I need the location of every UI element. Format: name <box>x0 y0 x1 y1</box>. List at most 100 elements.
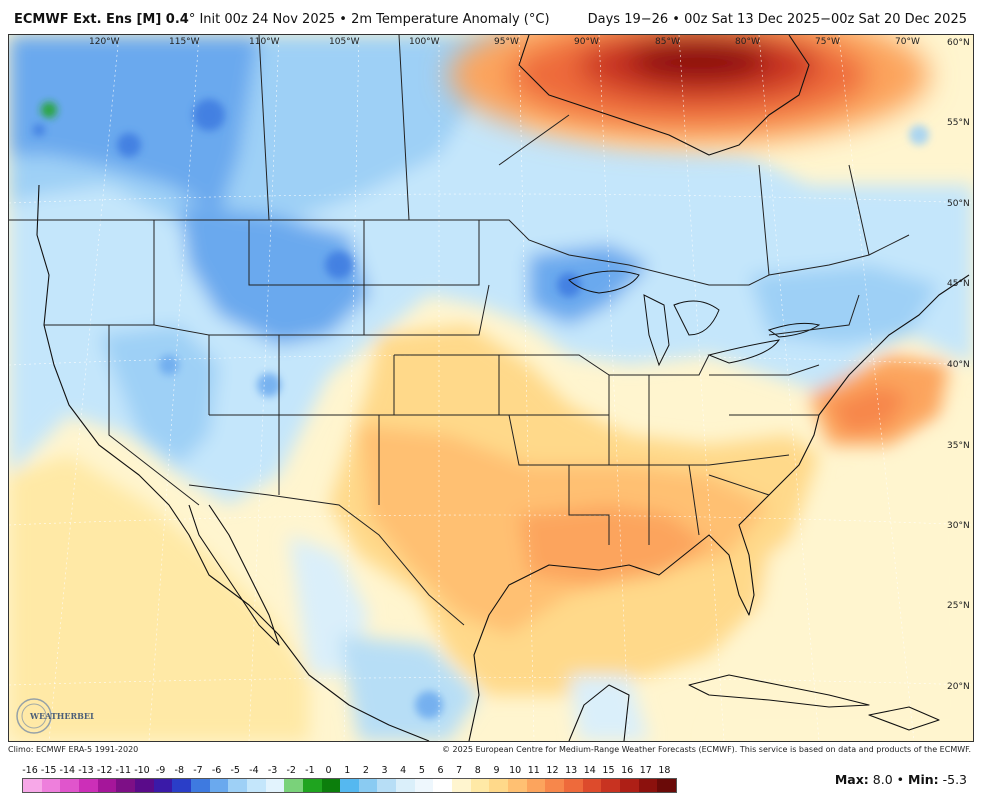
colorbar-label: -4 <box>249 765 259 776</box>
climo-note: Climo: ECMWF ERA-5 1991-2020 <box>8 745 139 754</box>
colorbar-label: -1 <box>305 765 315 776</box>
colorbar-label: -3 <box>267 765 278 776</box>
latitude-labels: 60°N 55°N 50°N 45°N 40°N 35°N 30°N 25°N … <box>947 38 970 692</box>
max-label: Max: <box>834 772 869 787</box>
min-value: -5.3 <box>942 772 967 787</box>
colorbar-label: -11 <box>115 765 132 776</box>
lon-label: 115°W <box>169 37 200 47</box>
colorbar-label: 9 <box>493 765 500 776</box>
colorbar-swatch <box>470 779 490 792</box>
great-lakes <box>568 270 821 367</box>
colorbar-label: 13 <box>565 765 578 776</box>
colorbar-label: 0 <box>325 765 332 776</box>
lat-label: 25°N <box>947 601 970 611</box>
variable-name: 2m Temperature Anomaly (°C) <box>351 12 550 27</box>
hudson-bay-warm-core <box>449 35 929 145</box>
lon-label: 110°W <box>249 37 280 47</box>
colorbar-label: 6 <box>437 765 444 776</box>
colorbar-label: -5 <box>230 765 240 776</box>
colorbar-swatch <box>564 779 583 792</box>
header: ECMWF Ext. Ens [M] 0.4° Init 00z 24 Nov … <box>0 0 983 34</box>
colorbar-swatch <box>508 779 527 792</box>
colorbar-label: -10 <box>134 765 150 776</box>
model-name: ECMWF Ext. Ens [M] 0.4 <box>14 12 189 27</box>
colorbar-label: -2 <box>286 765 296 776</box>
map-canvas: 120°W 115°W 110°W 105°W 100°W 95°W 90°W … <box>9 35 973 741</box>
lon-label: 70°W <box>895 37 920 47</box>
colorbar-swatch <box>153 779 173 792</box>
longitude-labels: 120°W 115°W 110°W 105°W 100°W 95°W 90°W … <box>89 37 920 47</box>
lat-label: 35°N <box>947 441 970 451</box>
init-time: Init 00z 24 Nov 2025 <box>199 12 336 27</box>
colorbar-label: -14 <box>59 765 76 776</box>
lon-label: 95°W <box>494 37 519 47</box>
lat-label: 55°N <box>947 118 970 128</box>
colorbar-label: 15 <box>602 765 615 776</box>
colorbar-label: 7 <box>456 765 463 776</box>
colorbar-swatch <box>284 779 303 792</box>
coastlines <box>36 35 970 741</box>
max-value: 8.0 <box>872 772 893 787</box>
colorbar-label: 14 <box>583 765 596 776</box>
stats-separator: • <box>896 772 905 787</box>
lon-label: 85°W <box>655 37 680 47</box>
weatherbell-logo-mark: WEATHERBELL <box>16 698 102 734</box>
lat-label: 45°N <box>947 279 970 289</box>
colorbar-label: 3 <box>381 765 388 776</box>
colorbar-label: 5 <box>418 765 425 776</box>
degree-symbol: ° <box>188 12 196 27</box>
colorbar-label: -15 <box>40 765 57 776</box>
title-bullet: • <box>339 12 347 27</box>
anomaly-shading <box>9 35 973 741</box>
colorbar-label: 18 <box>658 765 671 776</box>
lat-label: 20°N <box>947 682 970 692</box>
colorbar-swatch <box>60 779 79 792</box>
colorbar-swatch <box>452 779 471 792</box>
colorbar-label: 8 <box>474 765 481 776</box>
colorbar-swatch <box>302 779 322 792</box>
lon-label: 90°W <box>574 37 599 47</box>
colorbar-swatch <box>414 779 434 792</box>
colorbar-label: 16 <box>621 765 634 776</box>
colorbar <box>22 778 677 793</box>
colorbar-swatch <box>78 779 98 792</box>
colorbar-label: 11 <box>527 765 540 776</box>
copyright-note: © 2025 European Centre for Medium-Range … <box>442 745 971 754</box>
colorbar-swatch <box>358 779 378 792</box>
lon-label: 105°W <box>329 37 360 47</box>
anomaly-map[interactable]: 120°W 115°W 110°W 105°W 100°W 95°W 90°W … <box>8 34 974 742</box>
colorbar-swatch <box>116 779 135 792</box>
colorbar-label: -7 <box>193 765 203 776</box>
colorbar-swatch <box>97 779 117 792</box>
colorbar-swatch <box>134 779 154 792</box>
colorbar-swatch <box>321 779 341 792</box>
political-borders <box>9 35 910 626</box>
colorbar-label: 4 <box>400 765 407 776</box>
lat-label: 30°N <box>947 521 970 531</box>
colorbar-label: 1 <box>344 765 351 776</box>
fine-texture <box>33 99 929 719</box>
colorbar-label: 2 <box>362 765 369 776</box>
colorbar-swatch <box>228 779 247 792</box>
logo-text: WEATHERBELL <box>29 711 94 721</box>
colorbar-swatch <box>620 779 639 792</box>
colorbar-swatch <box>526 779 546 792</box>
colorbar-swatch <box>265 779 285 792</box>
colorbar-label: -12 <box>96 765 113 776</box>
lon-label: 100°W <box>409 37 440 47</box>
colorbar-label: 12 <box>546 765 559 776</box>
colorbar-label: 17 <box>639 765 652 776</box>
colorbar-swatch <box>23 779 42 792</box>
colorbar-swatch <box>433 779 453 792</box>
lon-label: 80°W <box>735 37 760 47</box>
colorbar-swatch <box>172 779 191 792</box>
colorbar-label: -13 <box>78 765 94 776</box>
colorbar-swatch <box>489 779 509 792</box>
lat-label: 50°N <box>947 199 970 209</box>
map-title: ECMWF Ext. Ens [M] 0.4° Init 00z 24 Nov … <box>14 12 550 27</box>
colorbar-swatch <box>340 779 359 792</box>
weatherbell-logo: WEATHERBELL <box>14 694 102 740</box>
colorbar-swatch <box>41 779 61 792</box>
colorbar-label: -8 <box>174 765 185 776</box>
lat-label: 60°N <box>947 38 970 48</box>
